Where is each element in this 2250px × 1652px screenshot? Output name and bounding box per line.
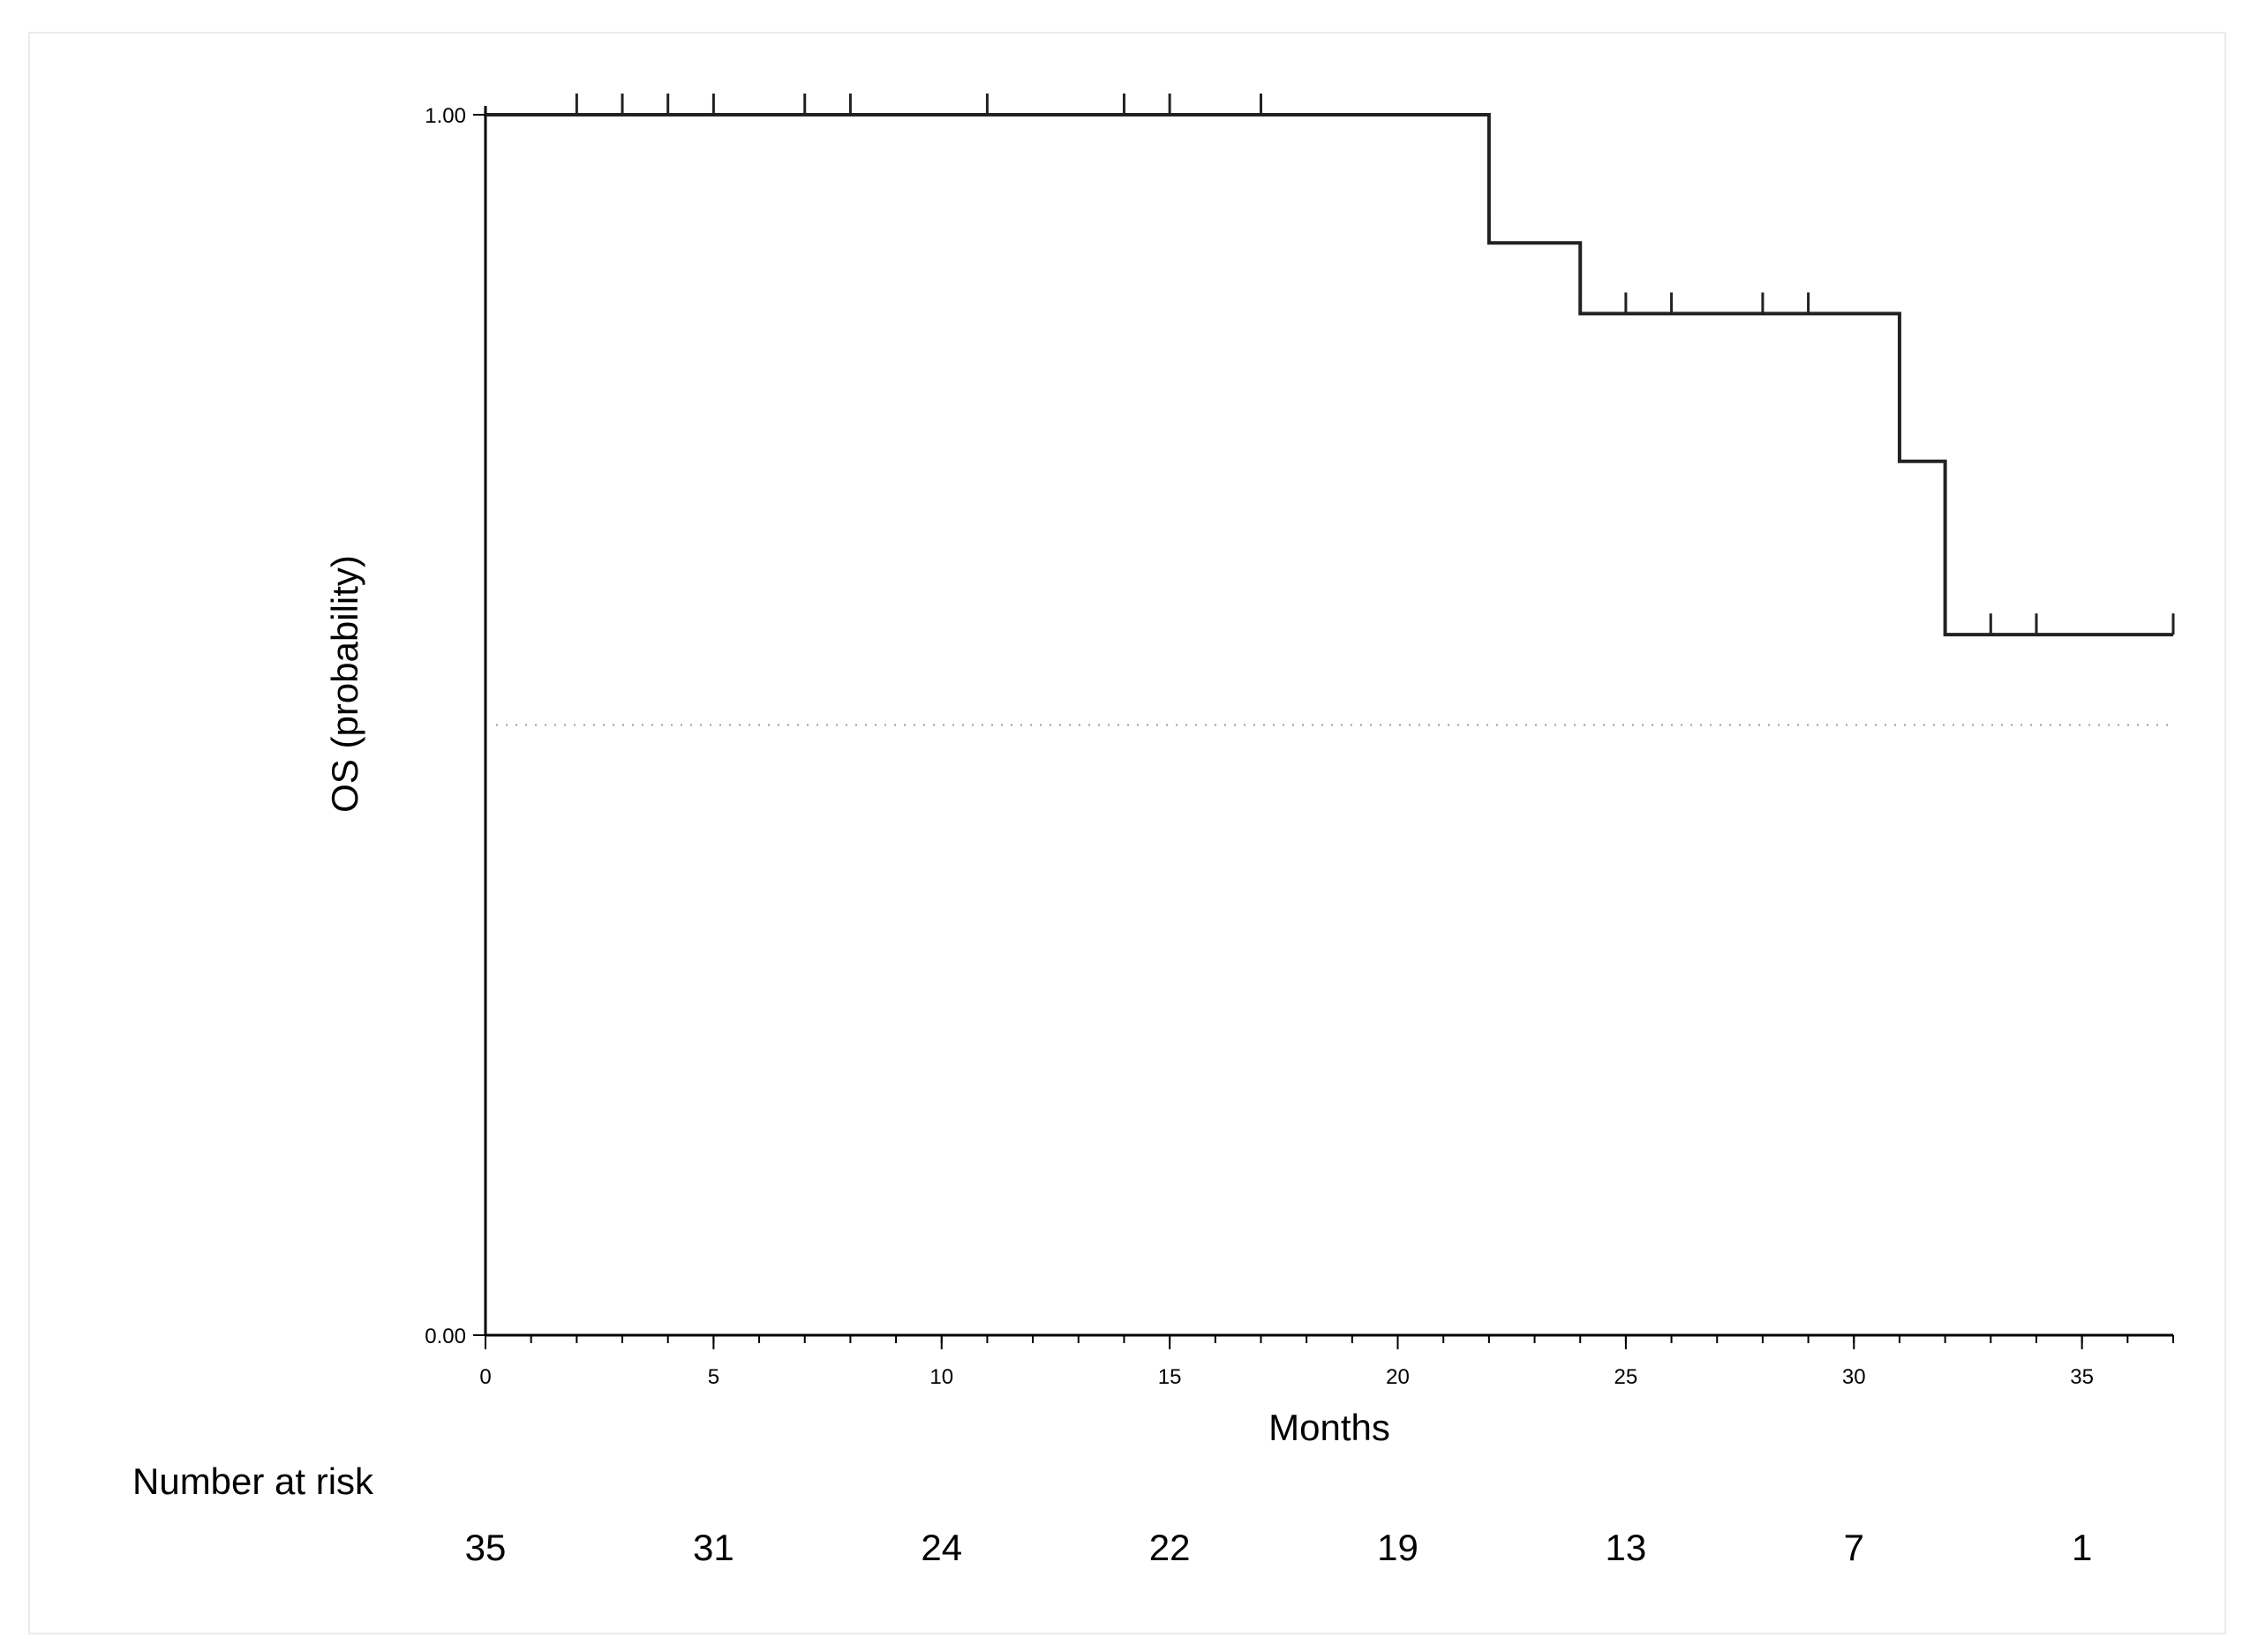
chart-frame bbox=[28, 32, 2226, 1634]
risk-table-title: Number at risk bbox=[132, 1461, 374, 1502]
x-tick-label: 20 bbox=[1386, 1365, 1410, 1389]
x-tick-label: 15 bbox=[1158, 1365, 1182, 1389]
risk-count: 22 bbox=[1149, 1527, 1191, 1568]
risk-count: 7 bbox=[1844, 1527, 1864, 1568]
risk-count: 1 bbox=[2072, 1527, 2092, 1568]
risk-count: 24 bbox=[921, 1527, 962, 1568]
y-tick-label: 1.00 bbox=[425, 104, 466, 128]
risk-count: 13 bbox=[1606, 1527, 1647, 1568]
y-tick-label: 0.00 bbox=[425, 1325, 466, 1348]
risk-count: 35 bbox=[465, 1527, 507, 1568]
x-tick-label: 35 bbox=[2070, 1365, 2094, 1389]
x-tick-label: 30 bbox=[1842, 1365, 1866, 1389]
x-tick-label: 25 bbox=[1614, 1365, 1638, 1389]
y-axis-title: OS (probability) bbox=[324, 555, 365, 813]
plot-area: 0.00 1.00 0 5 10 15 20 25 30 35 bbox=[425, 94, 2175, 1389]
x-tick-label: 5 bbox=[708, 1365, 719, 1389]
x-tick-label: 10 bbox=[929, 1365, 953, 1389]
survival-curve bbox=[485, 113, 2173, 637]
x-axis-title: Months bbox=[1268, 1407, 1390, 1448]
risk-count: 31 bbox=[693, 1527, 734, 1568]
risk-table: 35 31 24 22 19 13 7 1 bbox=[465, 1527, 2093, 1568]
risk-count: 19 bbox=[1377, 1527, 1418, 1568]
x-tick-label: 0 bbox=[479, 1365, 491, 1389]
